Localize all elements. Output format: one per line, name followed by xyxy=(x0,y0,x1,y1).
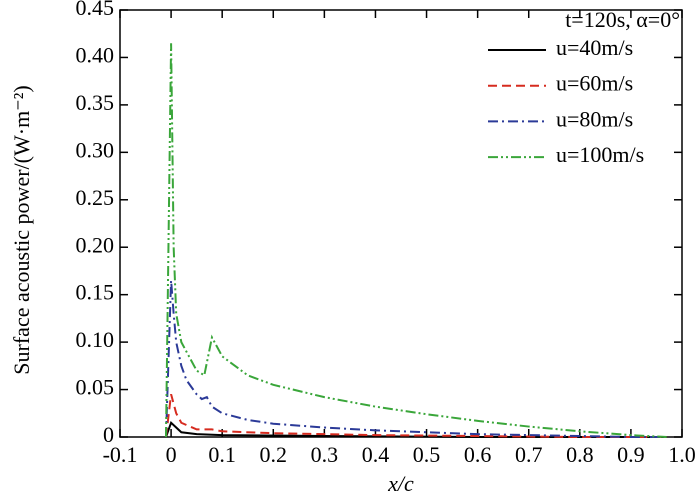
legend-label: u=80m/s xyxy=(556,106,633,131)
x-tick-label: 0.5 xyxy=(413,442,441,467)
x-tick-label: 0 xyxy=(166,442,177,467)
x-tick-label: 1.0 xyxy=(668,442,696,467)
y-tick-label: 0.25 xyxy=(76,185,115,210)
series-line xyxy=(164,43,667,438)
x-tick-label: 0.3 xyxy=(311,442,339,467)
series-line xyxy=(164,280,667,438)
y-tick-label: 0.20 xyxy=(76,232,115,257)
y-tick-label: 0.45 xyxy=(76,0,115,20)
x-tick-label: 0.6 xyxy=(464,442,492,467)
x-tick-label: 0.4 xyxy=(362,442,390,467)
y-tick-label: 0.05 xyxy=(76,375,115,400)
y-tick-label: 0.35 xyxy=(76,90,115,115)
legend-title: t=120s, α=0° xyxy=(565,7,680,32)
y-tick-label: 0 xyxy=(103,422,114,447)
legend-label: u=60m/s xyxy=(556,71,633,96)
x-tick-label: 0.7 xyxy=(515,442,543,467)
x-tick-label: -0.1 xyxy=(103,442,138,467)
series-line xyxy=(164,394,667,438)
y-tick-label: 0.15 xyxy=(76,280,115,305)
y-tick-label: 0.40 xyxy=(76,42,115,67)
y-tick-label: 0.10 xyxy=(76,327,115,352)
legend-label: u=100m/s xyxy=(556,142,644,167)
x-tick-label: 0.9 xyxy=(617,442,645,467)
x-axis-label: x/c xyxy=(387,471,414,496)
x-tick-label: 0.8 xyxy=(566,442,594,467)
legend-label: u=40m/s xyxy=(556,35,633,60)
x-tick-label: 0.2 xyxy=(260,442,288,467)
y-axis-label: Surface acoustic power/(W·m⁻²) xyxy=(9,85,34,374)
x-tick-label: 0.1 xyxy=(208,442,236,467)
y-tick-label: 0.30 xyxy=(76,137,115,162)
series-line xyxy=(165,421,667,438)
